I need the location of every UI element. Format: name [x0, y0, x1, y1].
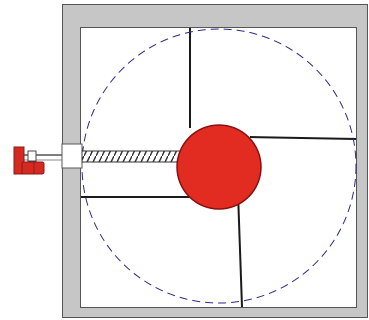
central-rotor: [176, 124, 262, 210]
actuator-body: [13, 146, 25, 175]
actuator-coupling: [27, 150, 37, 162]
actuator-housing: [21, 161, 45, 175]
partition-wall-right: [249, 136, 357, 140]
actuator-motor: [13, 146, 62, 175]
shaft-bushing: [61, 143, 83, 169]
partition-wall-bottom: [237, 192, 243, 308]
partition-walls: [81, 28, 357, 308]
threaded-drive-shaft: [81, 150, 181, 163]
